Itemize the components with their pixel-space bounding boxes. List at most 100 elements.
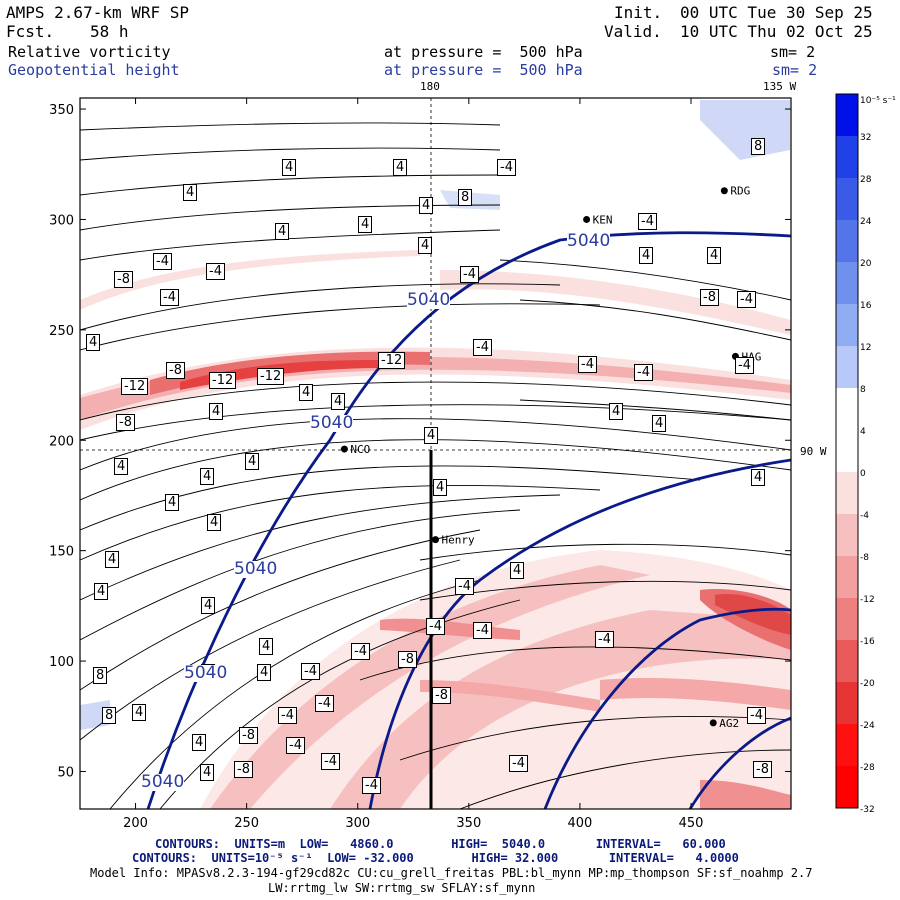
vorticity-contour-label: -4 <box>362 777 381 794</box>
y-tick-label: 300 <box>49 213 74 228</box>
colorbar-tick-label: 12 <box>860 343 871 353</box>
vorticity-contour-label: 4 <box>707 247 722 264</box>
vorticity-contour-label: 4 <box>652 415 667 432</box>
field1-smooth: sm= 2 <box>770 43 816 61</box>
field2-level: at pressure = 500 hPa <box>384 61 583 79</box>
colorbar-tick-label: -20 <box>860 679 875 689</box>
colorbar-segment <box>836 514 858 557</box>
vorticity-contour-label: -4 <box>638 213 657 230</box>
init-label: Init. <box>614 3 663 22</box>
vorticity-contour-label: 4 <box>257 664 272 681</box>
colorbar-tick-label: -32 <box>860 805 875 815</box>
vorticity-contour-label: -12 <box>209 372 237 389</box>
colorbar-tick-label: -28 <box>860 763 875 773</box>
vorticity-contour-label: 8 <box>93 667 108 684</box>
vorticity-contour-label: 4 <box>393 159 408 176</box>
station-markers: NCOHenryRDGKENHAGAG2 <box>340 185 761 730</box>
colorbar-segment <box>836 94 858 137</box>
vorticity-contour-label: -4 <box>278 707 297 724</box>
field1-name: Relative vorticity <box>8 43 171 61</box>
colorbar-tick-label: -12 <box>860 595 875 605</box>
vorticity-contour-label: 4 <box>201 597 216 614</box>
vorticity-contour-label: -4 <box>315 695 334 712</box>
vorticity-contour-label: 8 <box>751 138 766 155</box>
vorticity-contour-label: -4 <box>747 707 766 724</box>
colorbar-segment <box>836 220 858 263</box>
vorticity-contour-label: -12 <box>378 352 406 369</box>
colorbar-tick-label: 8 <box>860 385 866 395</box>
colorbar-tick-label: 4 <box>860 427 866 437</box>
vorticity-contour-label: -4 <box>160 289 179 306</box>
vorticity-contour-label: -4 <box>286 737 305 754</box>
colorbar-tick-label: 24 <box>860 217 872 227</box>
valid-value: 10 UTC Thu 02 Oct 25 <box>680 22 873 41</box>
vorticity-contour-label: 4 <box>299 384 314 401</box>
colorbar-segment <box>836 682 858 725</box>
y-tick-label: 250 <box>49 324 74 339</box>
vorticity-contour-label: -8 <box>398 651 417 668</box>
x-tick-label: 200 <box>123 816 148 831</box>
station-dot <box>709 719 717 727</box>
vorticity-contour-label: -8 <box>116 414 135 431</box>
fcst-label: Fcst. <box>6 22 55 41</box>
x-tick-label: 400 <box>568 816 593 831</box>
colorbar-tick-label: 28 <box>860 175 872 185</box>
station-dot <box>720 187 728 195</box>
footer-model-info: Model Info: MPASv8.2.3-194-gf29cd82c CU:… <box>90 866 813 880</box>
height-contour-label: 5040 <box>567 231 611 251</box>
station-label: AG2 <box>719 717 739 730</box>
vorticity-contour-label: 4 <box>418 237 433 254</box>
height-contour-label: 5040 <box>310 413 354 433</box>
vorticity-contour-label: 4 <box>114 458 129 475</box>
vorticity-contour-label: -4 <box>206 263 225 280</box>
height-contours <box>146 231 791 809</box>
colorbar-tick-label: -16 <box>860 637 875 647</box>
vorticity-contour-label: 4 <box>358 216 373 233</box>
vorticity-contour-label: 8 <box>458 189 473 206</box>
station-label: Henry <box>442 534 475 547</box>
vorticity-contour-label: -8 <box>166 362 185 379</box>
colorbar-unit: 10⁻⁵ s⁻¹ <box>860 96 896 106</box>
height-contour-label: 5040 <box>407 290 451 310</box>
station-label: NCO <box>350 443 370 456</box>
vorticity-contour-label: 4 <box>282 159 297 176</box>
vorticity-contour-label: -4 <box>473 622 492 639</box>
vorticity-contour-label: -4 <box>497 159 516 176</box>
vorticity-contour-label: -8 <box>234 761 253 778</box>
colorbar-frame <box>835 93 859 809</box>
vorticity-contour-label: -4 <box>509 755 528 772</box>
footer-physics: LW:rrtmg_lw SW:rrtmg_sw SFLAY:sf_mynn <box>268 881 536 895</box>
vorticity-contour-label: 4 <box>331 393 346 410</box>
vorticity-contour-label: 4 <box>192 734 207 751</box>
vorticity-contour-label: -4 <box>737 291 756 308</box>
fcst-value: 58 h <box>90 22 129 41</box>
plot-frame <box>79 97 792 810</box>
vorticity-contour-label: 4 <box>419 197 434 214</box>
axes: 200 250 300 350 400 450 50 100 150 200 250 300 350 <box>49 98 791 831</box>
height-contour-label: 5040 <box>141 772 185 792</box>
valid-label: Valid. <box>604 22 662 41</box>
y-tick-label: 100 <box>49 655 74 670</box>
vorticity-contour-label: 4 <box>207 514 222 531</box>
vorticity-contour-label: 4 <box>94 583 109 600</box>
x-tick-label: 350 <box>456 816 481 831</box>
vorticity-contour-label: 4 <box>86 334 101 351</box>
colorbar-tick-label: 32 <box>860 133 871 143</box>
colorbar-segment <box>836 262 858 305</box>
vorticity-contour-label: -4 <box>473 339 492 356</box>
colorbar-segment <box>836 472 858 515</box>
vorticity-contour-label: -4 <box>301 663 320 680</box>
colorbar-segment <box>836 304 858 347</box>
y-tick-label: 150 <box>49 545 74 560</box>
colorbar-tick-label: 20 <box>860 259 872 269</box>
colorbar-tick-label: -8 <box>860 553 869 563</box>
station-label: KEN <box>593 213 613 226</box>
x-tick-label: 250 <box>234 816 259 831</box>
height-contour-label: 5040 <box>234 559 278 579</box>
lon-label-180: 180 <box>420 80 440 93</box>
vorticity-contour-label: 4 <box>751 469 766 486</box>
vorticity-contour-label: -12 <box>121 378 149 395</box>
colorbar-segment <box>836 556 858 599</box>
vorticity-contour-label: 4 <box>132 704 147 721</box>
colorbar-segment <box>836 640 858 683</box>
